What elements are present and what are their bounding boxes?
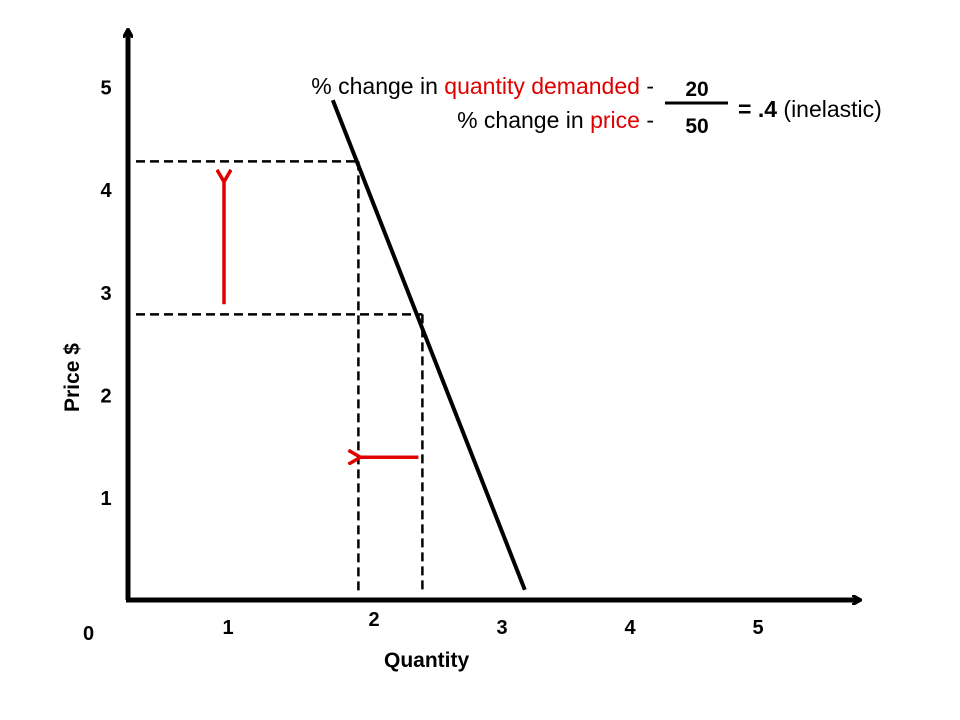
x-tick-label: 3	[496, 617, 507, 639]
demand-curve-group	[330, 99, 527, 591]
x-tick-label: 4	[624, 617, 636, 639]
x-tick-label: 2	[368, 609, 379, 631]
formula-numerator-text: % change in quantity demanded -	[311, 73, 654, 99]
formula-denominator-text: % change in price -	[457, 107, 654, 133]
denominator-suffix: -	[640, 107, 654, 133]
y-axis-title: Price $	[61, 343, 84, 412]
result-value: = .4	[738, 96, 777, 122]
denominator-highlight: price	[590, 107, 640, 133]
y-tick-labels: 1 2 3 4 5	[100, 78, 112, 510]
numerator-suffix: -	[640, 73, 654, 99]
demand-curve	[330, 99, 527, 591]
y-tick-label: 1	[100, 488, 111, 510]
y-tick-label: 3	[100, 283, 111, 305]
y-tick-label: 4	[100, 180, 112, 202]
y-tick-label: 5	[100, 78, 111, 100]
numerator-highlight: quantity demanded	[444, 73, 640, 99]
formula-result: = .4 (inelastic)	[738, 96, 882, 122]
y-tick-label: 2	[100, 385, 111, 407]
fraction-denominator: 50	[685, 115, 708, 138]
x-tick-label: 1	[222, 617, 233, 639]
x-axis-title: Quantity	[384, 649, 469, 672]
x-tick-labels: 1 2 3 4 5	[222, 609, 763, 639]
result-label: (inelastic)	[777, 96, 882, 122]
denominator-prefix: % change in	[457, 107, 590, 133]
fraction-numerator: 20	[685, 78, 708, 101]
numerator-prefix: % change in	[311, 73, 444, 99]
change-arrows	[224, 182, 419, 457]
origin-label: 0	[83, 623, 94, 645]
guide-lines	[136, 160, 424, 592]
x-tick-label: 5	[752, 617, 763, 639]
